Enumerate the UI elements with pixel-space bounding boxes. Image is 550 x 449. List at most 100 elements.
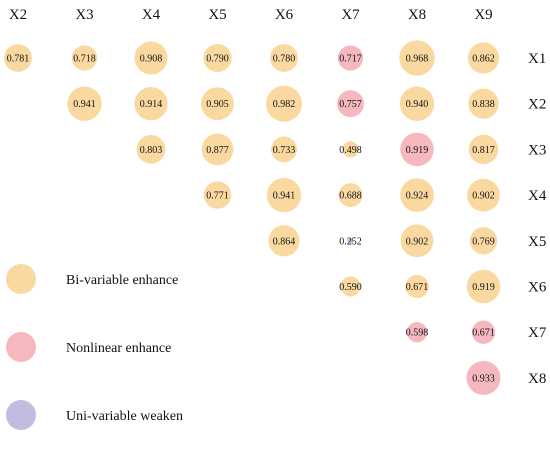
bubble-circle bbox=[337, 90, 364, 118]
bubble-circle bbox=[340, 276, 361, 297]
bubble-x5-x7: 0.252 bbox=[339, 236, 362, 247]
bubble-x2-x4: 0.914 bbox=[134, 87, 168, 121]
bubble-x1-x5: 0.790 bbox=[203, 43, 232, 73]
row-label-x8: X8 bbox=[528, 371, 546, 387]
bubble-value-label: 0.817 bbox=[472, 145, 495, 156]
row-labels: X1 X2 X3 X4 X5 X6 X7 X8 bbox=[528, 51, 547, 387]
bubble-value-label: 0.902 bbox=[472, 191, 495, 202]
bubble-value-label: 0.864 bbox=[273, 236, 296, 247]
bubble-value-label: 0.790 bbox=[206, 54, 229, 65]
row-label-x6: X6 bbox=[528, 280, 547, 296]
column-label-x3: X3 bbox=[75, 7, 93, 23]
legend-label: Bi-variable enhance bbox=[66, 273, 178, 288]
column-label-x5: X5 bbox=[208, 7, 226, 23]
bubble-circle bbox=[203, 181, 232, 209]
bubble-circle bbox=[400, 178, 434, 212]
bubble-circle bbox=[270, 44, 298, 72]
bubble-circle bbox=[266, 177, 302, 213]
bubble-circle bbox=[271, 136, 297, 163]
bubble-value-label: 0.908 bbox=[140, 54, 163, 65]
bubble-value-label: 0.780 bbox=[273, 54, 296, 65]
column-labels: X2 X3 X4 X5 X6 X7 X8 X9 bbox=[9, 7, 493, 23]
bubble-circle bbox=[342, 141, 359, 158]
bubble-circle bbox=[134, 41, 168, 75]
bubble-x6-x8: 0.671 bbox=[405, 274, 429, 299]
bubble-x2-x8: 0.940 bbox=[399, 86, 435, 121]
bubble-value-label: 0.941 bbox=[73, 99, 96, 110]
bubble-circle bbox=[347, 237, 354, 244]
legend: Bi-variable enhance Nonlinear enhance Uni-… bbox=[6, 264, 183, 430]
bubble-value-label: 0.688 bbox=[339, 191, 362, 202]
bubble-x4-x9: 0.902 bbox=[467, 178, 500, 212]
bubble-value-label: 0.902 bbox=[406, 236, 429, 247]
bubble-x3-x8: 0.919 bbox=[400, 132, 434, 167]
bubble-circle bbox=[466, 269, 501, 304]
bubble-value-label: 0.862 bbox=[472, 54, 495, 65]
bubble-x1-x4: 0.908 bbox=[134, 41, 168, 75]
bubble-value-label: 0.671 bbox=[472, 328, 495, 339]
bubble-value-label: 0.498 bbox=[339, 145, 362, 156]
bubble-value-label: 0.718 bbox=[73, 54, 96, 65]
bubble-x7-x8: 0.598 bbox=[406, 322, 428, 343]
legend-swatch bbox=[6, 264, 36, 294]
bubble-value-label: 0.914 bbox=[140, 99, 163, 110]
bubble-value-label: 0.877 bbox=[206, 145, 229, 156]
bubble-x1-x2: 0.781 bbox=[4, 44, 32, 72]
column-label-x6: X6 bbox=[275, 7, 294, 23]
bubble-x1-x6: 0.780 bbox=[270, 44, 298, 72]
bubble-circle bbox=[268, 225, 300, 257]
bubble-x7-x9: 0.671 bbox=[471, 320, 496, 344]
bubble-x3-x9: 0.817 bbox=[468, 134, 499, 165]
bubble-value-label: 0.919 bbox=[472, 282, 495, 293]
bubble-x2-x5: 0.905 bbox=[201, 87, 234, 121]
bubble-circle bbox=[400, 132, 434, 167]
legend-item-nonlinear: Nonlinear enhance bbox=[6, 332, 171, 362]
row-label-x3: X3 bbox=[528, 142, 546, 158]
bubble-x4-x7: 0.688 bbox=[338, 183, 363, 208]
bubble-x5-x9: 0.769 bbox=[469, 227, 498, 255]
bubble-circle bbox=[71, 45, 98, 71]
column-label-x9: X9 bbox=[474, 7, 492, 23]
legend-label: Nonlinear enhance bbox=[66, 341, 171, 356]
bubble-circle bbox=[4, 44, 32, 72]
bubble-x6-x9: 0.919 bbox=[466, 269, 501, 304]
bubble-circle bbox=[337, 45, 364, 71]
bubble-value-label: 0.769 bbox=[472, 236, 495, 247]
bubble-circle bbox=[338, 183, 363, 208]
legend-swatch bbox=[6, 332, 36, 362]
bubble-circle bbox=[466, 360, 501, 395]
bubble-circle bbox=[468, 134, 499, 165]
row-label-x2: X2 bbox=[528, 97, 546, 113]
legend-swatch bbox=[6, 400, 36, 430]
bubble-x6-x7: 0.590 bbox=[339, 276, 362, 297]
bubble-value-label: 0.803 bbox=[140, 145, 163, 156]
bubble-x2-x6: 0.982 bbox=[265, 85, 303, 122]
bubble-x1-x7: 0.717 bbox=[337, 45, 364, 71]
legend-item-weaken: Uni-variable weaken bbox=[6, 400, 183, 430]
bubble-value-label: 0.757 bbox=[339, 99, 362, 110]
bubble-value-label: 0.771 bbox=[206, 191, 229, 202]
row-label-x1: X1 bbox=[528, 51, 546, 67]
bubble-x5-x6: 0.864 bbox=[268, 225, 300, 257]
column-label-x7: X7 bbox=[341, 7, 360, 23]
bubble-x2-x7: 0.757 bbox=[337, 90, 364, 118]
bubble-grid: 0.781 0.718 0.908 0.790 0.780 0.717 0.968 0.862… bbox=[4, 40, 501, 395]
bubble-value-label: 0.838 bbox=[472, 99, 495, 110]
bubble-circle bbox=[406, 322, 428, 343]
bubble-value-label: 0.590 bbox=[339, 282, 362, 293]
bubble-x4-x8: 0.924 bbox=[400, 178, 434, 212]
bubble-circle bbox=[467, 178, 500, 212]
bubble-circle bbox=[467, 42, 500, 74]
bubble-value-label: 0.905 bbox=[206, 99, 229, 110]
bubble-value-label: 0.941 bbox=[273, 191, 296, 202]
bubble-circle bbox=[468, 88, 499, 119]
bubble-value-label: 0.982 bbox=[273, 99, 296, 110]
bubble-value-label: 0.671 bbox=[406, 282, 429, 293]
bubble-circle bbox=[471, 320, 496, 344]
bubble-x4-x5: 0.771 bbox=[203, 181, 232, 209]
bubble-x5-x8: 0.902 bbox=[400, 224, 434, 258]
bubble-x2-x3: 0.941 bbox=[67, 86, 102, 121]
bubble-circle bbox=[405, 274, 429, 299]
bubble-value-label: 0.924 bbox=[406, 191, 429, 202]
